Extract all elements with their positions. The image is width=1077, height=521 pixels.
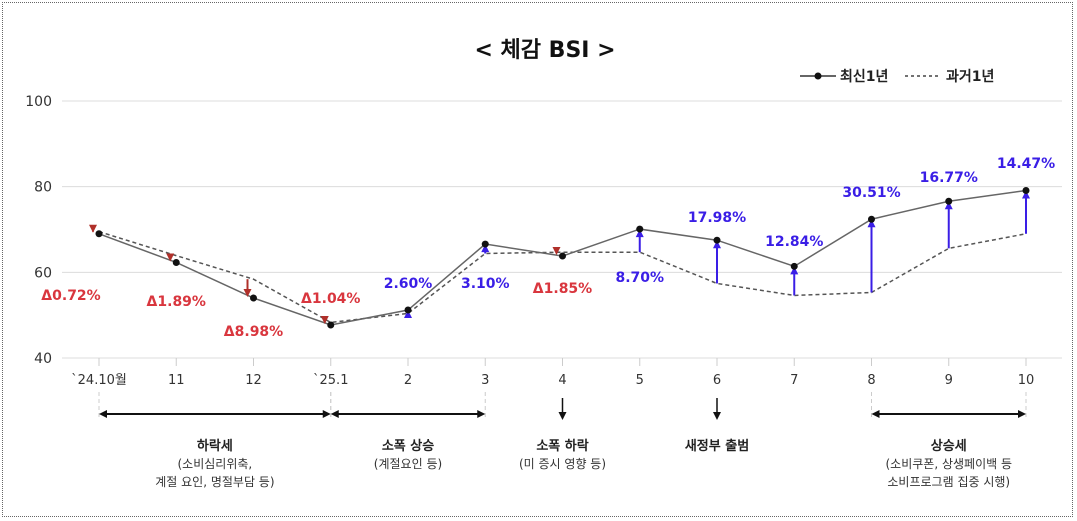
range-arrowhead-left xyxy=(99,410,107,418)
range-arrowhead-right xyxy=(477,410,486,418)
legend: 최신1년 과거1년 xyxy=(800,69,994,85)
change-label: 8.70% xyxy=(615,270,664,286)
latest-point-marker xyxy=(559,252,566,260)
change-arrowhead xyxy=(713,240,721,249)
range-arrowhead-left xyxy=(871,410,880,418)
annotation-text: (계절요인 등) xyxy=(374,457,442,471)
x-tick-label: `25.1 xyxy=(313,373,348,388)
x-tick-label: 6 xyxy=(713,373,721,388)
legend-label-past: 과거1년 xyxy=(946,69,994,85)
annotation-title: 하락세 xyxy=(197,438,233,454)
annotation-title: 새정부 출범 xyxy=(685,438,749,454)
annotation-text: 소비프로그램 집중 시행) xyxy=(887,474,1010,489)
change-label: 16.77% xyxy=(920,170,978,186)
y-tick-label: 100 xyxy=(25,94,52,110)
x-tick-label: 5 xyxy=(636,373,644,388)
y-tick-label: 40 xyxy=(34,351,52,367)
x-tick-label: 2 xyxy=(404,373,412,388)
change-arrowhead xyxy=(635,229,644,238)
change-arrowhead xyxy=(944,201,953,210)
series-past-line xyxy=(98,230,1027,324)
annotation-text: (미 증시 영향 등) xyxy=(519,457,606,471)
x-tick-label: 9 xyxy=(945,373,953,388)
change-label: 30.51% xyxy=(842,185,900,201)
annotation-title: 소폭 하락 xyxy=(536,438,588,454)
change-arrowhead xyxy=(481,244,490,253)
legend-label-latest: 최신1년 xyxy=(840,69,888,85)
change-label: 17.98% xyxy=(688,210,746,226)
change-arrowhead xyxy=(320,316,329,325)
latest-point-marker xyxy=(481,240,489,248)
point-arrowhead xyxy=(713,412,721,420)
change-arrowhead xyxy=(404,310,412,319)
change-label: 3.10% xyxy=(461,276,510,292)
annotation-text: (소비심리위축, xyxy=(178,457,253,471)
annotation-text: 계절 요인, 명절부담 등) xyxy=(155,475,274,489)
x-tick-label: 7 xyxy=(790,373,798,388)
latest-point-marker xyxy=(95,230,103,238)
latest-point-marker xyxy=(945,197,953,205)
change-arrowhead xyxy=(867,219,876,228)
annotation-title: 상승세 xyxy=(931,439,967,454)
latest-point-marker xyxy=(404,306,412,314)
change-label: Δ1.04% xyxy=(301,291,360,307)
annotation-text: (소비쿠폰, 상생페이백 등 xyxy=(885,457,1012,471)
change-label: Δ8.98% xyxy=(224,324,283,340)
x-tick-label: 12 xyxy=(245,373,262,388)
range-arrowhead-right xyxy=(322,410,331,418)
x-tick-label: 8 xyxy=(867,373,875,388)
change-arrowhead xyxy=(790,266,799,275)
latest-point-marker xyxy=(327,321,335,329)
change-arrowhead xyxy=(1022,190,1030,199)
change-label: Δ1.85% xyxy=(533,281,592,297)
change-arrowhead xyxy=(166,253,175,262)
legend-marker xyxy=(814,72,822,80)
x-tick-label: `24.10월 xyxy=(71,373,127,388)
latest-point-marker xyxy=(636,225,644,233)
change-label: 2.60% xyxy=(384,276,433,292)
latest-point-marker xyxy=(250,294,257,302)
latest-point-marker xyxy=(790,262,798,270)
range-arrowhead-right xyxy=(1018,410,1026,418)
x-tick-label: 4 xyxy=(558,373,566,388)
annotation-title: 소폭 상승 xyxy=(382,439,434,454)
change-label: 14.47% xyxy=(997,156,1055,172)
change-arrowhead xyxy=(243,289,252,298)
range-arrowhead-left xyxy=(330,410,339,418)
y-tick-label: 60 xyxy=(34,265,52,281)
y-tick-label: 80 xyxy=(34,180,52,196)
latest-point-marker xyxy=(1022,187,1030,195)
latest-point-marker xyxy=(172,258,180,266)
change-arrowhead xyxy=(89,224,97,233)
latest-point-marker xyxy=(713,236,721,244)
x-tick-label: 3 xyxy=(481,373,489,388)
chart-title: < 체감 BSI > xyxy=(474,38,615,63)
x-tick-label: 10 xyxy=(1018,373,1035,388)
x-tick-label: 11 xyxy=(168,373,185,388)
change-label: 12.84% xyxy=(765,234,823,250)
latest-point-marker xyxy=(868,215,875,223)
point-arrowhead xyxy=(558,412,567,420)
change-label: Δ0.72% xyxy=(41,288,100,304)
change-arrowhead xyxy=(552,247,561,256)
change-label: Δ1.89% xyxy=(147,294,206,310)
